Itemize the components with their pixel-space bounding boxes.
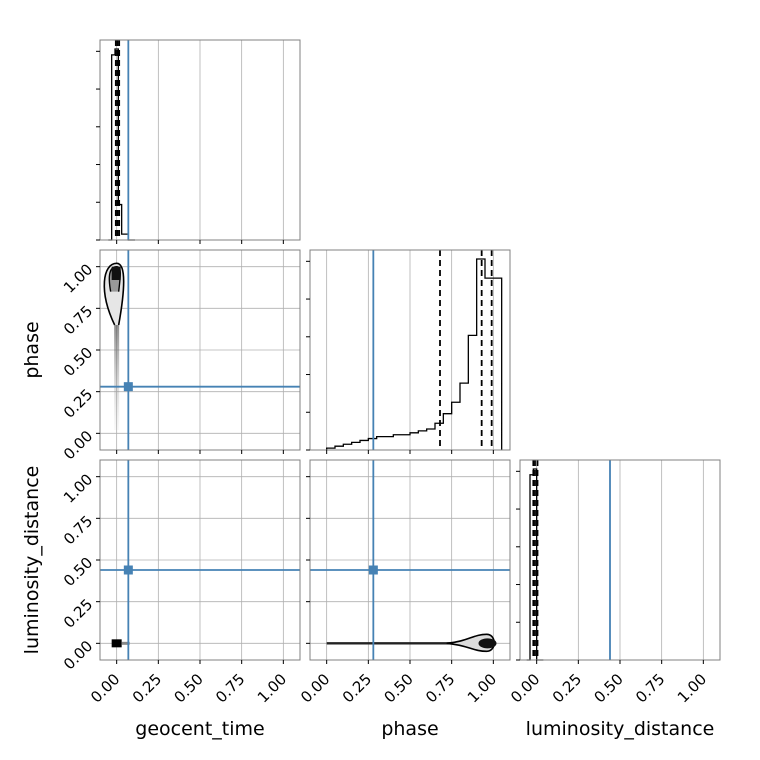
panel-geocent_time-vs-phase-density-peak xyxy=(111,266,121,280)
panel-luminosity_distance-hist-xtick-label-1: 0.25 xyxy=(549,670,585,706)
panel-phase-vs-luminosity_distance-truth-point xyxy=(368,565,378,575)
panel-luminosity_distance-hist-xtick-label-4: 1.00 xyxy=(674,670,710,706)
panel-geocent_time-vs-luminosity_distance-xtick-label-3: 0.75 xyxy=(212,670,248,706)
panel-phase-vs-luminosity_distance-xtick-label-2: 0.50 xyxy=(380,670,416,706)
panel-geocent_time-vs-luminosity_distance-xtick-label-0: 0.00 xyxy=(87,670,123,706)
panel-geocent_time-vs-luminosity_distance-sample-trail xyxy=(121,641,130,645)
ylabel-luminosity_distance: luminosity_distance xyxy=(21,466,43,655)
panel-geocent_time-hist-histogram xyxy=(108,48,135,241)
panel-phase-vs-luminosity_distance-xtick-label-4: 1.00 xyxy=(464,670,500,706)
xlabel-geocent_time: geocent_time xyxy=(135,718,264,740)
panel-geocent_time-vs-phase-ytick-label-4: 1.00 xyxy=(60,260,96,296)
xlabel-phase: phase xyxy=(381,718,438,740)
panel-geocent_time-vs-phase-sample-trail xyxy=(114,325,120,430)
panel-geocent_time-vs-phase-ytick-label-0: 0.00 xyxy=(60,427,96,463)
panel-geocent_time-vs-luminosity_distance-xtick-label-4: 1.00 xyxy=(254,670,290,706)
panel-geocent_time-vs-luminosity_distance-ytick-label-3: 0.75 xyxy=(60,512,96,548)
panel-geocent_time-vs-luminosity_distance-ytick-label-0: 0.00 xyxy=(60,637,96,673)
panel-phase-vs-luminosity_distance-xtick-label-1: 0.25 xyxy=(339,670,375,706)
panel-geocent_time-vs-luminosity_distance-ytick-label-4: 1.00 xyxy=(60,470,96,506)
panel-phase-vs-luminosity_distance-density-peak xyxy=(478,638,497,649)
panel-geocent_time-vs-luminosity_distance-truth-point xyxy=(123,565,133,575)
panel-geocent_time-vs-phase-ytick-label-1: 0.25 xyxy=(60,385,96,421)
panel-geocent_time-vs-luminosity_distance-xtick-label-1: 0.25 xyxy=(129,670,165,706)
panel-luminosity_distance-hist-xtick-label-2: 0.50 xyxy=(590,670,626,706)
panel-geocent_time-vs-luminosity_distance-xtick-label-2: 0.50 xyxy=(170,670,206,706)
panel-geocent_time-vs-phase-truth-point xyxy=(123,382,133,392)
panel-phase-vs-luminosity_distance-xtick-label-3: 0.75 xyxy=(422,670,458,706)
panel-geocent_time-vs-luminosity_distance-density xyxy=(111,639,130,648)
panel-phase-vs-luminosity_distance-density xyxy=(326,633,497,653)
ylabel-phase: phase xyxy=(21,321,43,378)
panel-geocent_time-vs-luminosity_distance-ytick-label-2: 0.50 xyxy=(60,554,96,590)
panel-phase-hist-histogram xyxy=(326,258,503,450)
panel-luminosity_distance-hist-xtick-label-3: 0.75 xyxy=(632,670,668,706)
panel-geocent_time-vs-luminosity_distance-ytick-label-1: 0.25 xyxy=(60,595,96,631)
panel-phase-vs-luminosity_distance-xtick-label-0: 0.00 xyxy=(297,670,333,706)
panel-luminosity_distance-hist-xtick-label-0: 0.00 xyxy=(507,670,543,706)
panel-geocent_time-vs-phase-density xyxy=(103,262,125,430)
panel-geocent_time-vs-phase-ytick-label-2: 0.50 xyxy=(60,344,96,380)
panel-geocent_time-vs-phase-ytick-label-3: 0.75 xyxy=(60,302,96,338)
panel-geocent_time-vs-luminosity_distance-density-peak xyxy=(111,639,122,648)
xlabel-luminosity_distance: luminosity_distance xyxy=(526,718,715,740)
